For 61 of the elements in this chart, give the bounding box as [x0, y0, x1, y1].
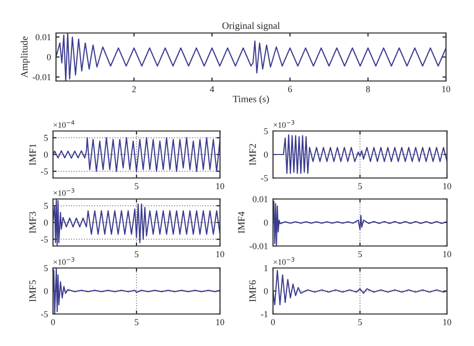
y-tick-label: -5: [260, 175, 268, 182]
x-tick-label: 10: [216, 319, 224, 326]
text: ×10$^{−3}$: [54, 188, 74, 196]
x-tick-label: 5: [134, 319, 138, 326]
x-tick-label: 10: [443, 319, 452, 326]
y-axis-title: IMF2: [249, 144, 256, 166]
x-tick-label: 8: [366, 86, 370, 92]
line-series: [273, 200, 447, 246]
x-tick-label: 10: [216, 251, 224, 258]
chart-title: Original signal: [222, 22, 280, 31]
x-tick-label: 10: [443, 183, 452, 190]
text: ×10$^{−3}$: [54, 257, 74, 265]
y-tick-label: 1: [264, 265, 268, 272]
y-tick-label: -5: [40, 236, 48, 243]
line-series: [56, 33, 446, 81]
line-series: [273, 270, 447, 306]
x-tick-label: 10: [216, 183, 224, 190]
y-axis-title: IMF3: [29, 212, 36, 234]
y-tick-label: 0: [44, 288, 48, 294]
y-axis-title: IMF6: [249, 280, 256, 302]
y-tick-label: 0: [264, 152, 268, 158]
y-tick-label: -1: [260, 311, 268, 318]
x-tick-label: 6: [288, 86, 292, 92]
line-series: [53, 199, 220, 246]
y-axis-title: IMF1: [29, 144, 36, 166]
y-axis-title: Amplitude: [20, 36, 30, 78]
x-tick-label: 5: [134, 183, 138, 190]
y-tick-label: 5: [44, 134, 48, 141]
x-tick-label: 5: [358, 251, 362, 258]
line-series: [53, 268, 220, 314]
y-tick-label: -5: [40, 311, 48, 318]
y-tick-label: 5: [44, 202, 48, 209]
x-tick-label: 0: [51, 319, 55, 326]
text: ×10$^{−3}$: [274, 257, 294, 265]
x-tick-label: 10: [442, 86, 450, 92]
y-tick-label: 0: [44, 152, 48, 158]
y-tick-label: 0: [44, 220, 48, 226]
x-tick-label: 5: [358, 183, 362, 190]
line-series: [273, 134, 447, 174]
y-tick-label: -0.01: [250, 243, 268, 250]
x-axis-title: Times (s): [232, 95, 269, 104]
y-tick-label: 0.01: [36, 34, 51, 40]
y-tick-label: 0: [264, 288, 268, 294]
x-tick-label: 10: [443, 251, 452, 258]
x-tick-label: 2: [132, 86, 136, 92]
y-axis-title: IMF5: [29, 280, 36, 302]
text: ×10$^{−4}$: [54, 120, 74, 128]
y-tick-label: 0: [264, 220, 268, 226]
y-axis-title: IMF4: [238, 212, 244, 234]
y-tick-label: 0.01: [252, 196, 268, 202]
y-tick-label: 0: [46, 54, 51, 60]
y-tick-label: 5: [44, 265, 48, 272]
y-tick-label: -0.01: [32, 74, 51, 80]
text: ×10$^{−3}$: [274, 120, 294, 128]
line-series: [53, 137, 220, 172]
x-tick-label: 5: [358, 319, 362, 326]
y-tick-label: 5: [264, 128, 268, 134]
x-tick-label: 5: [134, 251, 138, 258]
y-tick-label: -5: [40, 168, 48, 175]
x-tick-label: 4: [210, 86, 214, 92]
x-tick-label: 0: [271, 319, 275, 326]
